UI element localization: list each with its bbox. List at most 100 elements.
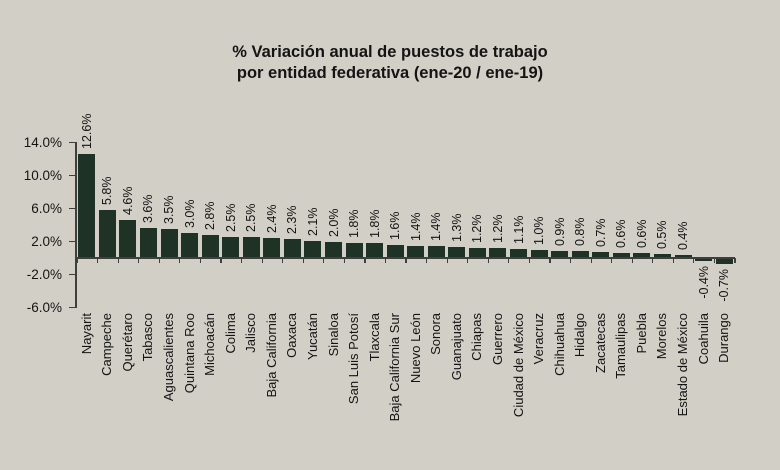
bar (160, 229, 178, 258)
x-axis-category-label: Aguascalientes (161, 313, 177, 402)
bar (78, 154, 96, 258)
bar-value-label: 2.3% (285, 205, 300, 235)
x-axis-tick (734, 258, 736, 263)
bar (530, 249, 548, 258)
bar (283, 239, 301, 258)
bar-value-label: 2.8% (203, 201, 218, 230)
x-axis-category-label: Chihuahua (551, 313, 567, 376)
x-axis-category-label: Jalisco (243, 313, 259, 353)
x-axis-category-label: Baja California Sur (387, 313, 403, 422)
bar-value-label: -0.7% (717, 268, 732, 302)
y-axis-tick (69, 273, 76, 276)
x-axis-tick (487, 258, 489, 263)
bar (468, 248, 486, 258)
bar-value-label: 1.4% (408, 212, 423, 242)
x-axis-category-label: Nayarit (78, 313, 94, 355)
x-axis-category-label: Hidalgo (572, 313, 588, 358)
x-axis-tick (426, 258, 428, 263)
y-axis-tick-label: 14.0% (23, 134, 62, 150)
x-axis-category-label: Quintana Roo (181, 313, 197, 394)
x-axis-category-label: Zacatecas (592, 313, 608, 373)
x-axis-tick (364, 258, 366, 263)
bar-value-label: 4.6% (120, 186, 135, 216)
x-axis-category-label: Sonora (428, 313, 444, 355)
bar-value-label: 1.0% (532, 216, 547, 245)
bar-value-label: 1.1% (511, 215, 526, 244)
x-axis-tick (302, 258, 304, 263)
y-axis-line (75, 142, 77, 308)
x-axis-tick (467, 258, 469, 263)
bar-value-label: 2.0% (326, 208, 341, 237)
bar (448, 247, 466, 258)
bar-value-label: 5.8% (100, 176, 115, 206)
x-axis-category-label: Sinaloa (325, 313, 341, 357)
bar (304, 240, 322, 258)
x-axis-category-label: Guanajuato (448, 313, 464, 381)
bar (571, 251, 589, 258)
bar-value-label: 3.6% (141, 194, 156, 224)
x-axis-tick (652, 258, 654, 263)
y-axis-tick (69, 306, 76, 309)
y-axis-tick (69, 207, 76, 210)
bar (489, 248, 507, 258)
x-axis-tick (199, 258, 202, 263)
bar-value-label: 3.5% (162, 195, 177, 225)
bar-value-label: 1.2% (490, 214, 505, 244)
bar (263, 238, 281, 258)
x-axis-tick (117, 258, 119, 263)
y-axis-tick-label: 10.0% (23, 167, 62, 183)
bar-value-label: 0.7% (593, 218, 608, 248)
x-axis-tick (76, 258, 78, 263)
x-axis-category-label: Morelos (654, 313, 670, 360)
x-axis-tick (158, 258, 160, 263)
x-axis-tick (97, 258, 99, 263)
x-axis-category-label: Michoacán (202, 313, 218, 376)
bar (139, 228, 157, 258)
bar-value-label: 1.4% (429, 212, 444, 242)
x-axis-category-label: San Luis Potosí (346, 313, 362, 405)
bar-value-label: 1.8% (347, 209, 362, 239)
x-axis-tick (693, 258, 695, 263)
x-axis-tick (631, 258, 633, 263)
x-axis-tick (611, 258, 613, 263)
bar (674, 254, 692, 258)
chart-title-line2: por entidad federativa (ene-20 / ene-19) (236, 64, 544, 82)
x-axis-tick (261, 258, 263, 263)
x-axis-category-label: Colima (222, 313, 238, 354)
bar-value-label: 0.6% (614, 219, 629, 249)
bar-value-label: 0.4% (676, 221, 691, 250)
x-axis-tick (220, 258, 222, 263)
bar-value-label: 2.5% (223, 203, 238, 233)
x-axis-tick (240, 258, 243, 263)
x-axis-tick (282, 258, 284, 263)
bar (510, 248, 528, 258)
x-axis-category-label: Nuevo León (407, 313, 423, 384)
bar (695, 258, 713, 262)
bar (386, 244, 404, 258)
y-axis-tick-label: 6.0% (31, 200, 62, 216)
bar-value-label: 0.5% (655, 220, 670, 249)
bar (119, 220, 137, 258)
x-axis-tick (508, 258, 510, 263)
bar (407, 246, 425, 258)
bar-value-label: 1.3% (449, 213, 464, 243)
x-axis-category-label: Querétaro (119, 313, 135, 372)
bar-value-label: 2.1% (305, 207, 320, 236)
x-axis-tick (343, 258, 345, 263)
bar (325, 241, 342, 258)
x-axis-line (75, 257, 736, 259)
bar (612, 253, 630, 258)
x-axis-category-label: Puebla (633, 313, 649, 354)
x-axis-tick (405, 258, 407, 263)
bar (345, 243, 363, 258)
bar-value-label: 0.8% (573, 217, 588, 247)
x-axis-category-label: Tabasco (140, 313, 156, 362)
bar (181, 233, 199, 258)
x-axis-category-label: Guerrero (489, 313, 505, 366)
x-axis-category-label: Baja California (263, 313, 279, 398)
x-axis-tick (672, 258, 674, 263)
x-axis-tick (590, 258, 592, 263)
x-axis-category-label: Yucatán (304, 313, 320, 360)
bar-value-label: 1.6% (388, 211, 403, 240)
y-axis-tick-label: -2.0% (26, 266, 62, 282)
